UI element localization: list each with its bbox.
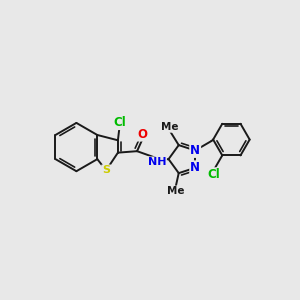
Text: Me: Me: [167, 186, 184, 197]
Text: Me: Me: [161, 122, 178, 132]
Text: Cl: Cl: [208, 168, 220, 181]
Text: NH: NH: [148, 158, 166, 167]
Text: S: S: [102, 165, 110, 175]
Text: N: N: [190, 144, 200, 157]
Text: O: O: [137, 128, 147, 141]
Text: Cl: Cl: [113, 116, 126, 129]
Text: N: N: [190, 161, 200, 174]
